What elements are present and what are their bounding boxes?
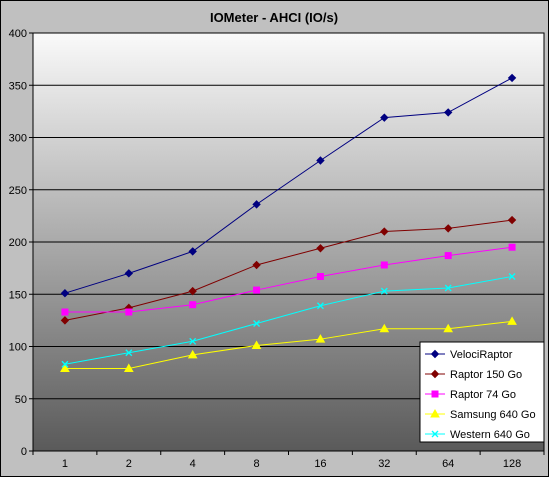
data-point [443, 323, 454, 333]
axes: 0 50 100 150 200 250 300 350 400 1 2 4 8 16 32 64 128 [9, 28, 545, 470]
series-western-640-go [61, 273, 516, 368]
legend-box [419, 341, 545, 443]
data-point [508, 273, 516, 280]
x-tick-label: 32 [378, 458, 390, 470]
data-point [187, 349, 198, 359]
data-point [316, 244, 325, 253]
data-point [380, 261, 388, 269]
legend-label: VelociRaptor [450, 349, 513, 361]
marker-stroke [508, 273, 516, 280]
x-tick-label: 8 [254, 458, 260, 470]
legend-label: Raptor 150 Go [450, 369, 522, 381]
x-tick-label: 16 [314, 458, 326, 470]
data-point [507, 316, 517, 325]
data-point [430, 369, 440, 379]
data-point [125, 308, 133, 316]
data-point [251, 340, 262, 349]
data-point [61, 308, 69, 316]
marker-stroke [61, 360, 69, 368]
data-point [189, 337, 197, 345]
y-tick-label: 250 [9, 185, 27, 197]
x-tick-label: 2 [126, 458, 132, 470]
marker-stroke [253, 320, 261, 327]
y-tick-label: 100 [9, 342, 27, 354]
data-point [507, 73, 517, 83]
legend: VelociRaptor Raptor 150 Go Raptor 74 Go Sam… [419, 341, 545, 443]
marker-stroke [189, 337, 197, 345]
marker-stroke [444, 284, 452, 292]
data-point [444, 284, 452, 292]
legend-label: Samsung 640 Go [450, 409, 536, 421]
y-tick-label: 150 [9, 289, 27, 301]
series-line [64, 275, 513, 365]
data-point [379, 323, 390, 333]
data-point [508, 243, 516, 251]
x-tick-label: 1 [62, 458, 68, 470]
data-point [60, 316, 70, 325]
series-line [64, 77, 513, 294]
data-point [507, 215, 517, 225]
data-point [316, 302, 324, 310]
data-point [444, 252, 452, 260]
legend-entry: VelociRaptor [425, 349, 513, 361]
data-point [125, 349, 133, 357]
data-point [188, 286, 197, 296]
data-point [380, 287, 388, 295]
legend-label: Western 640 Go [450, 429, 530, 441]
data-point [252, 260, 261, 270]
x-tick-label: 4 [190, 458, 196, 470]
data-point [253, 286, 261, 294]
data-point [430, 349, 440, 359]
data-point [443, 108, 453, 117]
marker-stroke [316, 302, 324, 310]
y-tick-label: 0 [21, 446, 27, 458]
series-raptor-74-go [61, 243, 516, 316]
data-point [380, 113, 389, 122]
series-line [64, 246, 513, 313]
data-point [253, 320, 261, 327]
data-point [315, 334, 326, 343]
data-point [316, 272, 324, 280]
series-velociraptor [60, 73, 517, 298]
x-tick-label: 64 [442, 458, 454, 470]
series-line [64, 320, 513, 369]
marker-stroke [431, 430, 439, 438]
data-point [430, 408, 440, 418]
data-point [188, 247, 197, 256]
series-samsung-640-go [60, 316, 517, 372]
y-tick-label: 200 [9, 237, 27, 249]
data-point [60, 288, 70, 298]
marker-stroke [380, 287, 388, 295]
data-point [380, 227, 389, 236]
data-point [443, 224, 453, 233]
data-point [316, 156, 325, 165]
y-tick-label: 350 [9, 80, 27, 92]
legend-entry: Raptor 74 Go [425, 389, 516, 401]
y-tick-label: 50 [15, 394, 27, 406]
x-tick-label: 128 [503, 458, 521, 470]
marker-stroke [125, 349, 133, 357]
gridlines [33, 84, 544, 400]
data-point [252, 200, 261, 209]
data-point [431, 390, 439, 398]
y-tick-label: 300 [9, 133, 27, 145]
data-point [124, 269, 134, 278]
data-point [123, 363, 134, 372]
series-line [64, 219, 513, 321]
y-tick-label: 400 [9, 28, 27, 40]
data-point [61, 360, 69, 368]
data-point [189, 301, 197, 309]
data-point [60, 363, 70, 372]
legend-entry: Western 640 Go [425, 429, 530, 441]
legend-label: Raptor 74 Go [450, 389, 516, 401]
series-group [60, 73, 517, 372]
legend-entry: Samsung 640 Go [425, 408, 536, 421]
legend-entry: Raptor 150 Go [425, 369, 522, 381]
data-point [431, 430, 439, 438]
chart-title: IOMeter - AHCI (IO/s) [210, 10, 338, 25]
